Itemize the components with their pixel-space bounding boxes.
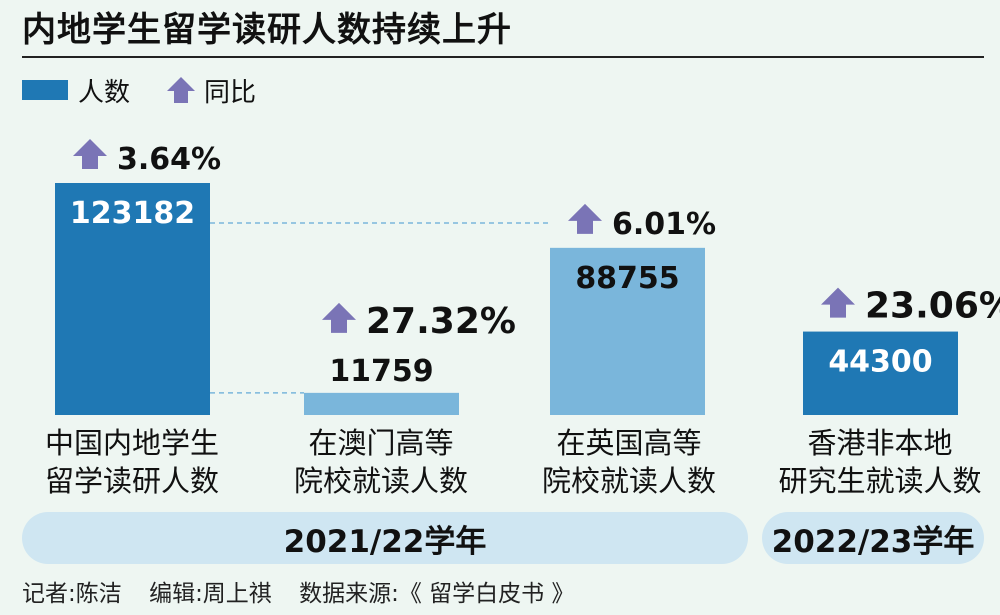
legend-swatch-count: [22, 80, 68, 100]
yoy-label: 3.64%: [117, 142, 221, 177]
footer-editor: 编辑:周上祺: [149, 581, 272, 607]
yoy-label: 6.01%: [612, 207, 716, 242]
value-label: 44300: [828, 345, 932, 380]
category-label-line: 院校就读人数: [541, 464, 716, 498]
value-label: 123182: [70, 196, 195, 231]
value-label: 88755: [575, 261, 679, 296]
category-label-line: 在澳门高等: [308, 426, 454, 460]
up-arrow-icon: [73, 139, 107, 169]
legend-label-count: 人数: [78, 77, 131, 108]
chart-title: 内地学生留学读研人数持续上升: [22, 10, 512, 50]
bar-hongkong: [803, 331, 958, 415]
category-label-line: 中国内地学生: [44, 426, 219, 460]
legend: 人数 同比: [22, 70, 290, 110]
up-arrow-icon: [821, 287, 855, 318]
footer-credits: 记者:陈洁 编辑:周上祺 数据来源:《 留学白皮书 》: [22, 574, 595, 608]
up-arrow-icon: [568, 203, 602, 234]
footer-reporter: 记者:陈洁: [22, 581, 122, 607]
bar-mainland: [55, 183, 210, 415]
category-label-line: 研究生就读人数: [778, 464, 982, 498]
up-arrow-icon: [322, 302, 356, 333]
category-label-line: 在英国高等: [556, 426, 702, 460]
category-label-line: 院校就读人数: [293, 464, 468, 498]
group-label-2022-23: 2022/23学年: [762, 512, 984, 564]
category-label-line: 香港非本地: [807, 426, 953, 460]
title-divider: [22, 56, 984, 58]
legend-label-yoy: 同比: [204, 77, 257, 108]
category-label-line: 留学读研人数: [44, 464, 219, 498]
bar-macau: [304, 392, 459, 415]
up-arrow-icon: [167, 77, 196, 103]
footer-source: 数据来源:《 留学白皮书 》: [299, 581, 575, 607]
yoy-label: 27.32%: [366, 301, 516, 342]
category-label-mainland: 中国内地学生 留学读研人数: [22, 424, 242, 500]
bar-uk: [550, 247, 705, 415]
yoy-label: 23.06%: [865, 286, 1000, 327]
category-label-macau: 在澳门高等 院校就读人数: [271, 424, 491, 500]
value-label: 11759: [329, 354, 433, 389]
category-label-hongkong: 香港非本地 研究生就读人数: [770, 424, 990, 500]
group-label-2021-22: 2021/22学年: [22, 512, 748, 564]
category-label-uk: 在英国高等 院校就读人数: [519, 424, 739, 500]
